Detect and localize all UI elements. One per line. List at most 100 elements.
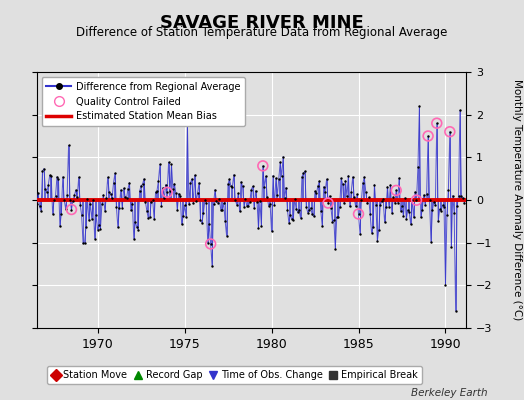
Point <box>341 178 350 184</box>
Point <box>198 220 206 226</box>
Point <box>216 206 225 213</box>
Point <box>112 204 121 210</box>
Point <box>60 197 69 204</box>
Point <box>201 197 209 204</box>
Point <box>347 189 355 195</box>
Point <box>118 204 126 211</box>
Point <box>307 204 315 211</box>
Point <box>377 198 386 205</box>
Point <box>74 174 83 180</box>
Point <box>431 202 440 208</box>
Point <box>353 191 361 198</box>
Point <box>276 159 285 166</box>
Point <box>297 215 305 221</box>
Point <box>301 168 309 174</box>
Point <box>211 186 219 193</box>
Point <box>367 229 376 236</box>
Point <box>134 226 143 233</box>
Point <box>250 205 258 212</box>
Point <box>188 176 196 182</box>
Point <box>235 208 244 215</box>
Point <box>316 208 325 214</box>
Point <box>318 223 326 230</box>
Point <box>327 205 335 211</box>
Point <box>290 196 299 202</box>
Point <box>405 209 413 216</box>
Point <box>295 206 303 213</box>
Point <box>273 192 281 198</box>
Point <box>380 219 389 225</box>
Point <box>167 161 176 168</box>
Point <box>129 236 138 242</box>
Point <box>221 218 230 224</box>
Point <box>248 183 257 190</box>
Point <box>119 185 128 192</box>
Point <box>193 190 202 196</box>
Point <box>414 164 422 170</box>
Point <box>379 196 387 202</box>
Point <box>108 195 116 202</box>
Point <box>392 187 400 194</box>
Point <box>399 213 408 219</box>
Point <box>412 197 421 203</box>
Point <box>137 182 145 189</box>
Point <box>346 203 354 210</box>
Point <box>324 200 332 206</box>
Point <box>67 206 75 213</box>
Point <box>302 204 311 210</box>
Point <box>88 216 96 222</box>
Point <box>215 196 224 202</box>
Point <box>128 200 137 207</box>
Point <box>208 263 216 269</box>
Point <box>180 202 189 209</box>
Point <box>372 202 380 208</box>
Point <box>418 206 427 213</box>
Point <box>93 226 102 233</box>
Point <box>343 193 351 200</box>
Point <box>293 209 302 215</box>
Point <box>457 193 466 200</box>
Point <box>214 200 222 206</box>
Point <box>257 223 266 229</box>
Point <box>314 183 322 189</box>
Point <box>96 226 105 232</box>
Point <box>362 188 370 195</box>
Point <box>47 173 56 179</box>
Point <box>280 195 289 201</box>
Text: SAVAGE RIVER MINE: SAVAGE RIVER MINE <box>160 14 364 32</box>
Point <box>259 163 267 169</box>
Point <box>102 195 111 201</box>
Point <box>53 174 61 180</box>
Point <box>127 207 135 214</box>
Point <box>140 176 148 182</box>
Point <box>192 198 200 204</box>
Point <box>352 203 360 210</box>
Point <box>385 203 393 210</box>
Point <box>303 209 312 216</box>
Point <box>73 194 81 200</box>
Point <box>254 225 263 231</box>
Point <box>365 194 373 201</box>
Point <box>279 154 287 160</box>
Point <box>86 201 94 207</box>
Point <box>370 182 379 188</box>
Point <box>433 120 441 126</box>
Point <box>163 189 171 196</box>
Point <box>37 208 45 214</box>
Point <box>437 208 445 214</box>
Point <box>220 200 228 206</box>
Point <box>335 204 344 210</box>
Point <box>267 228 276 234</box>
Point <box>286 211 294 218</box>
Point <box>244 203 253 210</box>
Point <box>59 174 67 180</box>
Point <box>38 168 47 174</box>
Point <box>422 191 431 197</box>
Point <box>271 175 280 181</box>
Point <box>435 206 444 213</box>
Point <box>260 184 268 190</box>
Point <box>450 210 458 216</box>
Point <box>390 200 399 206</box>
Point <box>97 201 106 207</box>
Point <box>283 207 292 214</box>
